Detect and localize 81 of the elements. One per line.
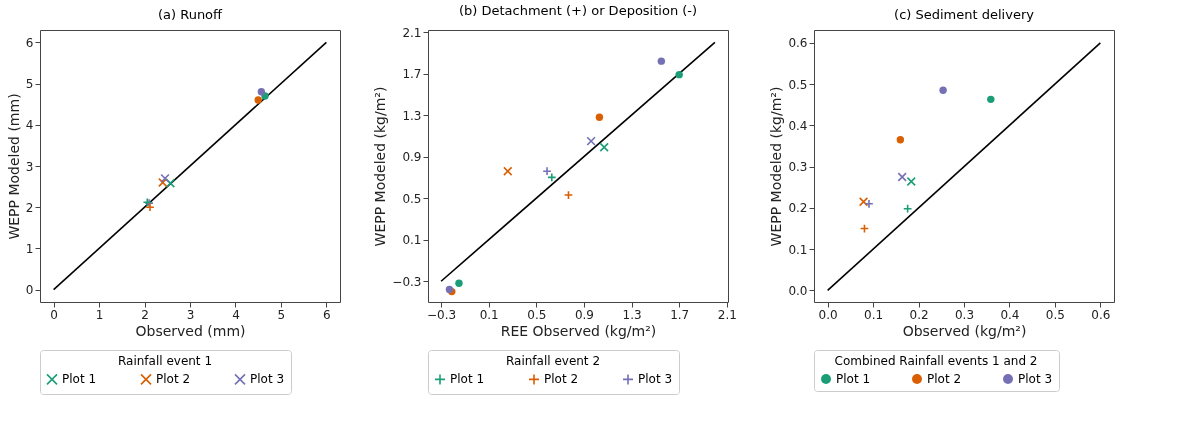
point <box>595 113 604 121</box>
legend-label: Plot 2 <box>156 372 191 387</box>
x-tick-label: 0.3 <box>954 307 975 322</box>
x-tick-label: 5 <box>277 307 286 322</box>
y-tick-label: 3 <box>25 159 34 174</box>
x-tick-label: 0.9 <box>574 307 594 322</box>
chart-title: (b) Detachment (+) or Deposition (-) <box>458 3 698 19</box>
point <box>160 173 170 184</box>
y-tick-label: 2 <box>25 200 34 215</box>
x-tick-label: 2 <box>141 307 149 322</box>
x-tick-label: 0.1 <box>479 307 499 322</box>
x-tick-label: 4 <box>232 307 240 322</box>
legend-label: Plot 3 <box>638 372 673 387</box>
chart-title: (a) Runoff <box>157 7 224 22</box>
point <box>503 166 513 176</box>
point <box>906 176 916 187</box>
x-tick-label: 3 <box>186 307 195 322</box>
y-tick-label: 2.1 <box>402 25 422 40</box>
x-axis-title: REE Observed (kg/m²) <box>500 322 657 339</box>
legend-label: Plot 2 <box>544 372 579 387</box>
legend-label: Plot 1 <box>836 372 871 386</box>
x-tick-label: 0.0 <box>818 307 838 322</box>
y-tick-label: 0.9 <box>402 150 422 165</box>
x-tick-label: −0.3 <box>427 307 457 322</box>
point <box>254 96 262 104</box>
legend-label: Plot 1 <box>62 372 97 387</box>
point <box>158 177 168 188</box>
y-tick-label: −0.3 <box>392 274 422 289</box>
y-tick-label: 6 <box>25 35 34 50</box>
x-tick-label: 0.6 <box>1091 307 1111 322</box>
y-tick-label: 0.0 <box>788 283 808 298</box>
point <box>939 86 947 94</box>
point <box>257 88 266 96</box>
x-tick-label: 0.4 <box>1000 307 1020 322</box>
x-tick-label: 0.1 <box>864 307 884 322</box>
x-axis-title: Observed (kg/m²) <box>902 322 1027 339</box>
point <box>165 178 176 188</box>
point <box>599 142 609 152</box>
y-tick-label: 1 <box>25 241 34 256</box>
y-tick-label: 0 <box>25 283 34 298</box>
x-tick-label: 2.1 <box>717 307 737 322</box>
y-axis-title: WEPP Modeled (kg/m²) <box>768 86 785 247</box>
y-tick-label: 0.6 <box>788 36 808 51</box>
legend-label: Plot 1 <box>450 372 485 387</box>
y-tick-label: 0.5 <box>788 77 808 92</box>
point <box>897 172 907 182</box>
x-tick-label: 1 <box>95 307 104 322</box>
point <box>987 95 995 104</box>
point <box>586 136 596 146</box>
legend-title: Rainfall event 2 <box>505 354 601 368</box>
legend-title: Combined Rainfall events 1 and 2 <box>834 354 1038 368</box>
x-axis-title: Observed (mm) <box>135 322 246 339</box>
y-tick-label: 5 <box>25 77 34 92</box>
point <box>896 136 905 144</box>
point <box>657 57 666 65</box>
x-tick-label: 1.3 <box>622 307 642 322</box>
legend-title: Rainfall event 1 <box>117 354 213 368</box>
legend-label: Plot 3 <box>1018 372 1053 386</box>
legend-label: Plot 3 <box>250 372 285 387</box>
x-tick-label: 0.2 <box>909 307 929 322</box>
x-tick-label: 6 <box>323 307 331 322</box>
point <box>675 70 683 79</box>
y-axis-title: WEPP Modeled (kg/m²) <box>372 86 389 247</box>
y-tick-label: 0.5 <box>402 191 422 206</box>
y-tick-label: 1.3 <box>402 108 422 123</box>
x-tick-label: 0 <box>50 307 58 322</box>
y-axis-title: WEPP Modeled (mm) <box>5 93 22 240</box>
point <box>455 279 463 288</box>
y-tick-label: 0.3 <box>788 160 808 175</box>
x-tick-label: 0.5 <box>1045 307 1065 322</box>
y-tick-label: 0.4 <box>788 118 808 133</box>
point <box>858 197 869 207</box>
x-tick-label: 0.5 <box>527 307 547 322</box>
chart-title: (c) Sediment delivery <box>894 7 1035 22</box>
x-tick-label: 1.7 <box>670 307 690 322</box>
y-tick-label: 0.1 <box>402 233 422 248</box>
y-tick-label: 0.2 <box>788 201 808 216</box>
y-tick-label: 4 <box>25 118 34 133</box>
legend-label: Plot 2 <box>927 372 962 386</box>
y-tick-label: 1.7 <box>402 67 422 82</box>
y-tick-label: 0.1 <box>788 242 808 257</box>
